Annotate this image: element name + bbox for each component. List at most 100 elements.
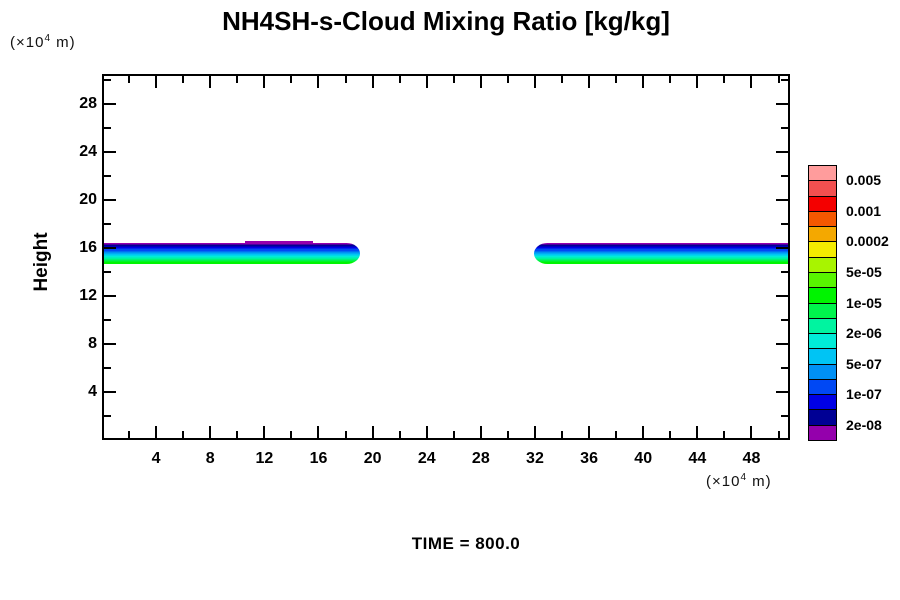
x-tick bbox=[317, 76, 320, 88]
x-tick-label: 16 bbox=[309, 450, 328, 467]
colorbar-label: 2e-06 bbox=[846, 325, 882, 342]
colorbar-cell bbox=[808, 210, 837, 228]
y-tick bbox=[776, 151, 788, 153]
colorbar-label: 0.005 bbox=[846, 172, 882, 189]
y-unit-suffix: m) bbox=[51, 34, 76, 51]
x-tick bbox=[155, 426, 158, 438]
y-tick bbox=[781, 175, 788, 177]
x-tick bbox=[696, 76, 699, 88]
x-unit-suffix: m) bbox=[747, 473, 772, 490]
x-tick bbox=[317, 426, 320, 438]
y-tick bbox=[104, 415, 111, 417]
y-tick bbox=[104, 271, 111, 273]
y-tick bbox=[781, 271, 788, 273]
y-tick bbox=[781, 367, 788, 369]
colorbar-label: 1e-05 bbox=[846, 294, 882, 311]
x-tick bbox=[290, 431, 293, 438]
x-tick-label: 20 bbox=[363, 450, 382, 467]
x-unit-exponent: 4 bbox=[740, 472, 748, 483]
y-tick-label: 12 bbox=[79, 287, 97, 304]
x-tick bbox=[642, 76, 645, 88]
colorbar-cell bbox=[808, 256, 837, 273]
x-unit-prefix: (×10 bbox=[706, 473, 741, 490]
colorbar-cell bbox=[808, 424, 837, 442]
colorbar-label: 0.001 bbox=[846, 202, 882, 219]
y-tick-label: 28 bbox=[79, 95, 97, 112]
left-cloud-band bbox=[104, 243, 361, 265]
colorbar-cell bbox=[808, 333, 837, 350]
colorbar-cell bbox=[808, 287, 837, 304]
y-tick bbox=[781, 319, 788, 321]
x-tick bbox=[452, 431, 455, 438]
y-axis-unit-label: (×104 m) bbox=[10, 33, 76, 51]
x-tick bbox=[723, 431, 726, 438]
colorbar-label: 5e-05 bbox=[846, 263, 882, 280]
x-tick bbox=[263, 426, 266, 438]
x-tick-label: 44 bbox=[688, 450, 707, 467]
y-tick-label: 24 bbox=[79, 143, 97, 160]
colorbar-label: 1e-07 bbox=[846, 386, 882, 403]
x-tick bbox=[425, 76, 428, 88]
x-tick bbox=[615, 431, 618, 438]
colorbar-cell bbox=[808, 271, 837, 289]
colorbar-cell bbox=[808, 180, 837, 197]
colorbar-cell bbox=[808, 317, 837, 335]
x-tick bbox=[642, 426, 645, 438]
y-tick bbox=[104, 199, 116, 201]
colorbar-label: 5e-07 bbox=[846, 355, 882, 372]
x-tick bbox=[723, 76, 726, 83]
colorbar-cell bbox=[808, 241, 837, 258]
x-tick bbox=[236, 431, 239, 438]
x-tick bbox=[479, 426, 482, 438]
plot-title: NH4SH-s-Cloud Mixing Ratio [kg/kg] bbox=[222, 6, 670, 36]
x-tick bbox=[290, 76, 293, 83]
colorbar-cell bbox=[808, 394, 837, 411]
y-tick-label: 20 bbox=[79, 191, 97, 208]
x-tick bbox=[533, 76, 536, 88]
y-tick bbox=[781, 415, 788, 417]
y-tick bbox=[104, 103, 116, 105]
x-tick-label: 12 bbox=[255, 450, 274, 467]
cloud-band-top-edge bbox=[245, 241, 314, 244]
x-tick bbox=[209, 76, 212, 88]
colorbar-cell bbox=[808, 378, 837, 396]
x-tick-label: 32 bbox=[526, 450, 544, 467]
y-tick bbox=[104, 391, 116, 393]
y-tick bbox=[104, 343, 116, 345]
x-tick bbox=[182, 431, 185, 438]
x-tick bbox=[344, 431, 347, 438]
y-tick bbox=[104, 319, 111, 321]
time-label: TIME = 800.0 bbox=[411, 534, 521, 553]
x-tick-label: 48 bbox=[742, 450, 761, 467]
colorbar-cell bbox=[808, 348, 837, 365]
x-tick bbox=[371, 76, 374, 88]
x-tick bbox=[344, 76, 347, 83]
x-tick bbox=[506, 431, 509, 438]
x-tick bbox=[561, 76, 564, 83]
y-tick bbox=[776, 295, 788, 297]
y-tick bbox=[776, 343, 788, 345]
y-tick bbox=[781, 223, 788, 225]
y-axis-title: Height bbox=[31, 232, 52, 292]
x-tick bbox=[128, 76, 131, 83]
y-tick bbox=[104, 79, 111, 81]
colorbar-cell bbox=[808, 409, 837, 426]
colorbar-label: 0.0002 bbox=[846, 233, 889, 250]
x-tick bbox=[425, 426, 428, 438]
x-tick bbox=[561, 431, 564, 438]
x-tick-label: 4 bbox=[151, 450, 161, 467]
x-tick-label: 28 bbox=[471, 450, 490, 467]
y-unit-prefix: (×10 bbox=[10, 34, 45, 51]
y-tick bbox=[104, 127, 111, 129]
x-tick bbox=[777, 431, 780, 438]
y-tick bbox=[104, 295, 116, 297]
colorbar-cell bbox=[808, 195, 837, 212]
x-tick bbox=[479, 76, 482, 88]
x-tick bbox=[182, 76, 185, 83]
y-tick bbox=[781, 127, 788, 129]
x-tick bbox=[263, 76, 266, 88]
x-tick bbox=[128, 431, 131, 438]
x-axis-unit-label: (×104 m) bbox=[706, 472, 772, 490]
right-cloud-band bbox=[533, 243, 788, 265]
x-tick bbox=[236, 76, 239, 83]
